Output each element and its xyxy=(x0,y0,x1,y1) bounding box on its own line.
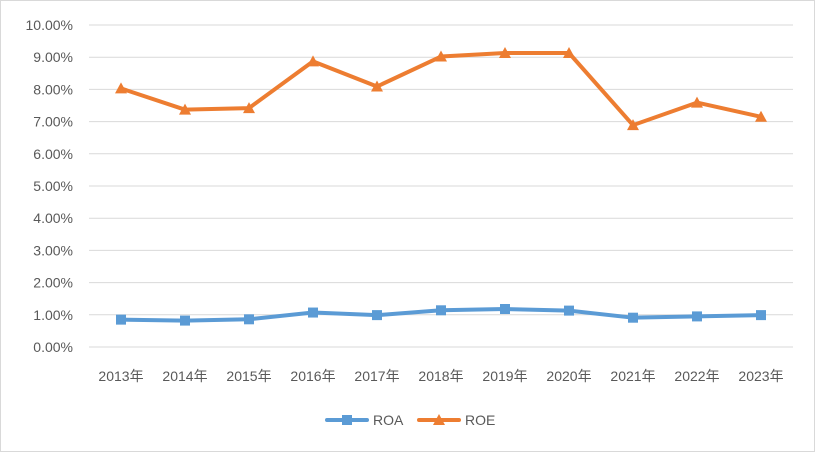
y-axis: 0.00% 1.00% 2.00% 3.00% 4.00% 5.00% 6.00% 7.00%… xyxy=(26,17,73,355)
data-point-roa xyxy=(692,311,702,322)
y-tick-label: 5.00% xyxy=(33,178,73,194)
legend-item-roe: ROE xyxy=(417,412,495,428)
data-point-roe xyxy=(243,102,255,114)
x-tick-label: 2021年 xyxy=(610,368,655,384)
legend-marker xyxy=(433,414,445,425)
data-point-roe xyxy=(115,82,127,94)
x-tick-label: 2015年 xyxy=(226,368,271,384)
legend-marker xyxy=(342,415,352,425)
data-point-roa xyxy=(244,314,254,325)
data-point-roa xyxy=(628,312,638,323)
x-tick-label: 2014年 xyxy=(162,368,207,384)
x-tick-label: 2016年 xyxy=(290,368,335,384)
gridlines xyxy=(89,24,793,348)
x-tick-label: 2017年 xyxy=(354,368,399,384)
data-point-roe xyxy=(691,96,703,108)
data-point-roe xyxy=(435,50,447,62)
data-point-roe xyxy=(179,103,191,115)
y-tick-label: 8.00% xyxy=(33,81,73,97)
x-tick-label: 2018年 xyxy=(418,368,463,384)
legend: ROA ROE xyxy=(325,412,495,428)
y-tick-label: 4.00% xyxy=(33,210,73,226)
data-point-roe xyxy=(755,110,767,122)
data-point-roa xyxy=(436,305,446,316)
data-point-roe xyxy=(627,119,639,131)
x-tick-label: 2022年 xyxy=(674,368,719,384)
y-tick-label: 9.00% xyxy=(33,49,73,65)
legend-label: ROE xyxy=(465,412,495,428)
y-tick-label: 7.00% xyxy=(33,114,73,130)
y-tick-label: 0.00% xyxy=(33,339,73,355)
data-point-roa xyxy=(756,310,766,321)
legend-item-roa: ROA xyxy=(325,412,404,428)
data-point-roa xyxy=(500,304,510,315)
series-group xyxy=(115,47,767,326)
series-roe xyxy=(115,47,767,131)
x-tick-label: 2023年 xyxy=(738,368,783,384)
data-point-roa xyxy=(180,315,190,326)
data-point-roa xyxy=(372,310,382,321)
data-point-roe xyxy=(563,47,575,59)
x-tick-label: 2019年 xyxy=(482,368,527,384)
x-axis: 2013年 2014年 2015年 2016年 2017年 2018年 2019年 2020年… xyxy=(98,368,783,384)
y-tick-label: 2.00% xyxy=(33,275,73,291)
x-tick-label: 2020年 xyxy=(546,368,591,384)
data-point-roa xyxy=(564,305,574,316)
y-tick-label: 1.00% xyxy=(33,307,73,323)
data-point-roe xyxy=(499,47,511,59)
y-tick-label: 3.00% xyxy=(33,242,73,258)
x-tick-label: 2013年 xyxy=(98,368,143,384)
data-point-roa xyxy=(308,307,318,318)
series-roa xyxy=(116,304,766,326)
y-tick-label: 10.00% xyxy=(26,17,73,33)
data-point-roa xyxy=(116,314,126,325)
y-tick-label: 6.00% xyxy=(33,146,73,162)
data-point-roe xyxy=(371,80,383,92)
legend-label: ROA xyxy=(373,412,404,428)
data-point-roe xyxy=(307,55,319,67)
